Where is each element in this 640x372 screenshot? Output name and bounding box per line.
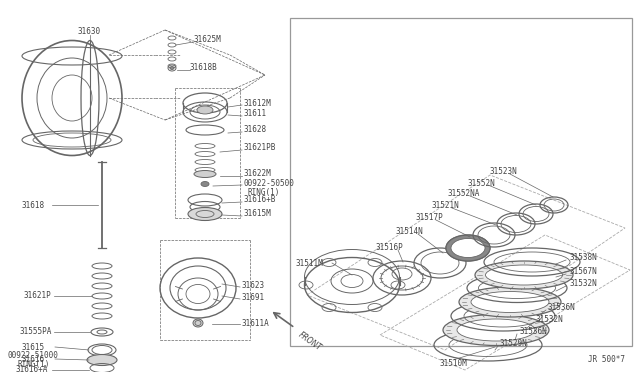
Text: 31529N: 31529N [500,340,528,349]
Text: 31615M: 31615M [244,209,272,218]
Text: 31532N: 31532N [570,279,598,289]
Ellipse shape [201,182,209,186]
Text: 00922-51000: 00922-51000 [8,352,59,360]
Text: 31532N: 31532N [536,315,564,324]
Ellipse shape [446,235,490,261]
Ellipse shape [486,265,563,285]
Text: 31511M: 31511M [296,259,324,267]
Text: 31567N: 31567N [570,267,598,276]
Text: 31611A: 31611A [242,318,269,327]
Text: 31621P: 31621P [24,292,52,301]
Text: 31622M: 31622M [244,170,272,179]
Text: 31630: 31630 [78,28,101,36]
Text: 31517P: 31517P [416,214,444,222]
Text: 31616+A: 31616+A [15,366,47,372]
Text: 31514N: 31514N [396,228,424,237]
Text: RING(1): RING(1) [248,187,280,196]
Text: JR 500*7: JR 500*7 [588,356,625,365]
Text: 31625M: 31625M [193,35,221,45]
Text: 31521N: 31521N [432,202,460,211]
Bar [290,18,632,346]
Ellipse shape [188,208,222,221]
Text: 31611: 31611 [244,109,267,119]
Text: 31538N: 31538N [570,253,598,263]
Ellipse shape [459,287,561,317]
Ellipse shape [197,106,213,114]
Ellipse shape [170,67,174,70]
Ellipse shape [471,292,549,312]
Ellipse shape [193,319,203,327]
Text: 31536N: 31536N [519,327,547,337]
Text: 31552NA: 31552NA [447,189,479,199]
Text: 31555PA: 31555PA [20,327,52,337]
Text: FRONT: FRONT [297,330,323,352]
Text: 31536N: 31536N [548,304,576,312]
Text: 31612M: 31612M [244,99,272,108]
Ellipse shape [475,261,573,289]
Ellipse shape [457,319,535,341]
Text: 31516P: 31516P [376,244,404,253]
Text: 31618: 31618 [22,201,45,209]
Text: 31616: 31616 [22,355,45,363]
Ellipse shape [194,170,216,177]
Text: 31615: 31615 [22,343,45,352]
Text: 31552N: 31552N [468,179,496,187]
Text: 31628: 31628 [244,125,267,135]
Text: 31623: 31623 [242,280,265,289]
Text: 00922-50500: 00922-50500 [244,179,295,187]
Ellipse shape [451,238,485,257]
Text: 31618B: 31618B [190,64,218,73]
Text: 31691: 31691 [242,292,265,301]
Ellipse shape [443,314,549,346]
Text: RING(1): RING(1) [18,359,51,369]
Text: 31616+B: 31616+B [244,196,276,205]
Text: 31523N: 31523N [490,167,518,176]
Ellipse shape [87,355,117,366]
Text: 31510M: 31510M [439,359,467,368]
Text: 31621PB: 31621PB [244,144,276,153]
